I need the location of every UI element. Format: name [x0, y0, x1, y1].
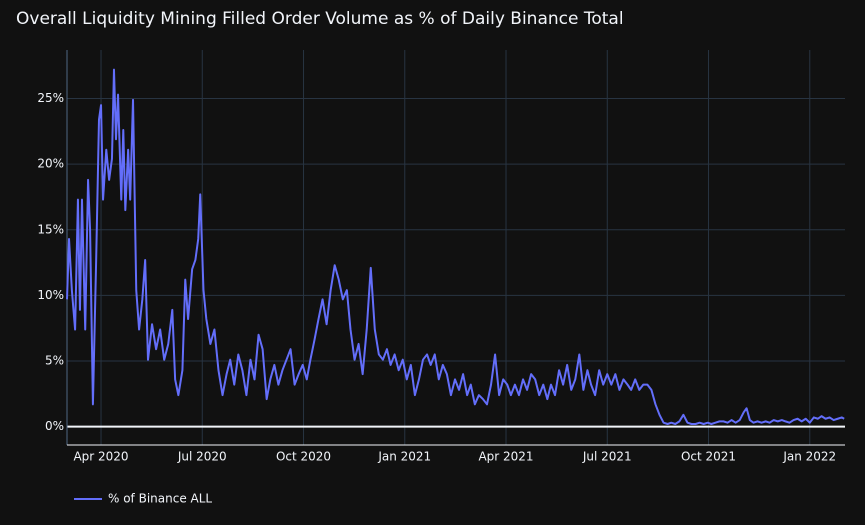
x-tick-label: Jan 2022 [782, 450, 836, 464]
x-tick-label: Apr 2020 [73, 450, 128, 464]
x-tick-label: Oct 2021 [681, 450, 736, 464]
y-tick-label: 20% [37, 157, 64, 171]
y-tick-label: 15% [37, 222, 64, 236]
x-tick-label: Jul 2021 [582, 450, 632, 464]
x-tick-label: Apr 2021 [478, 450, 533, 464]
x-tick-label: Jul 2020 [177, 450, 227, 464]
y-tick-label: 5% [45, 354, 64, 368]
data-line [66, 68, 845, 425]
chart-title: Overall Liquidity Mining Filled Order Vo… [16, 9, 624, 29]
y-tick-label: 25% [37, 91, 64, 105]
y-tick-label: 0% [45, 419, 64, 433]
legend-label: % of Binance ALL [108, 492, 212, 506]
x-tick-label: Jan 2021 [377, 450, 431, 464]
x-tick-label: Oct 2020 [276, 450, 331, 464]
y-tick-label: 10% [37, 288, 64, 302]
